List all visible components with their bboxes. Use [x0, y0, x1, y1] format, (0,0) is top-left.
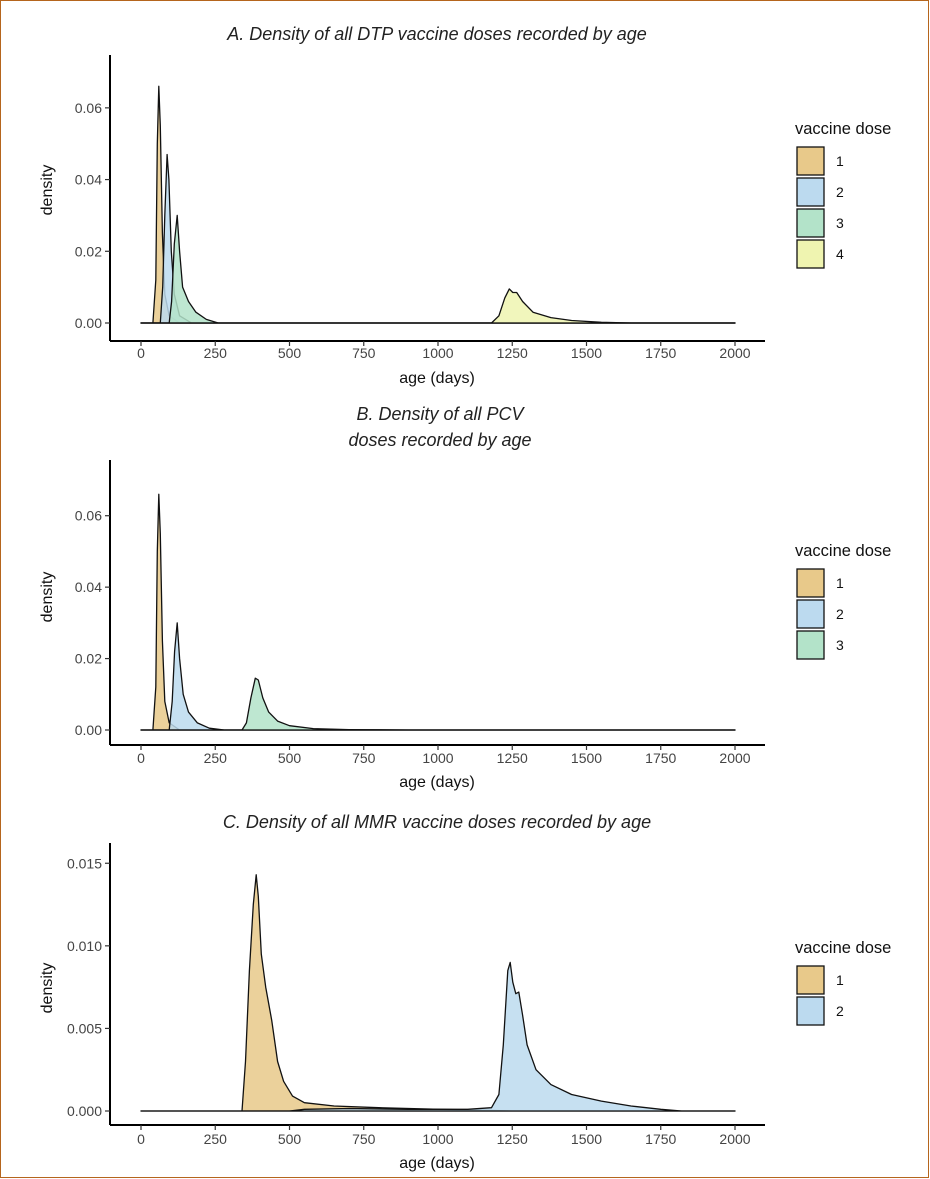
panel-a-y-tick-label: 0.04 — [75, 172, 102, 188]
panel-a-legend-key-3 — [796, 208, 825, 238]
panel-a-legend-title: vaccine dose — [795, 120, 891, 138]
panel-b-axes: 0 250 500 750 1000 1250 1500 1750 2000 0.00 0.02 0.… — [75, 460, 765, 766]
panel-c-x-tick-label: 1000 — [422, 1131, 453, 1147]
panel-a-legend: vaccine dose 1 2 3 4 — [795, 120, 891, 269]
panel-c-x-tick-label: 1250 — [497, 1131, 528, 1147]
panel-c-legend: vaccine dose 1 2 — [795, 939, 891, 1026]
panel-b-y-axis-label: density — [39, 572, 56, 623]
panel-a-x-tick-label: 250 — [204, 345, 228, 361]
panel-b-density-dose-3 — [140, 677, 736, 731]
panel-b-density-dose-2 — [140, 622, 736, 731]
panel-a-x-tick-label: 750 — [352, 345, 376, 361]
panel-b-y-tick-label: 0.00 — [75, 722, 102, 738]
panel-c-title: C. Density of all MMR vaccine doses reco… — [223, 812, 651, 832]
panel-a-legend-key-1 — [796, 146, 825, 176]
panel-a-density-dose-2 — [140, 153, 736, 324]
panel-a-x-tick-label: 2000 — [719, 345, 750, 361]
panel-a-density-dose-3 — [140, 214, 736, 324]
panel-c-y-tick-label: 0.005 — [67, 1020, 102, 1036]
panel-b-title-line-1: B. Density of all PCV — [356, 404, 525, 424]
panel-c-density-dose-1 — [140, 874, 736, 1112]
panel-a: A. Density of all DTP vaccine doses reco… — [39, 24, 891, 387]
panel-a-legend-label-2: 2 — [836, 184, 844, 200]
panel-c-x-tick-label: 1500 — [571, 1131, 602, 1147]
panel-c-y-tick-label: 0.015 — [67, 855, 102, 871]
panel-b-x-tick-label: 500 — [278, 750, 302, 766]
panel-a-density-dose-4 — [140, 288, 736, 324]
panel-c-density-dose-2 — [140, 961, 736, 1112]
panel-b-y-tick-label: 0.06 — [75, 508, 102, 524]
panel-a-x-tick-label: 1750 — [645, 345, 676, 361]
panel-a-legend-key-4 — [796, 239, 825, 269]
panel-a-density-dose-1 — [140, 85, 736, 324]
panel-b-legend-title: vaccine dose — [795, 542, 891, 560]
panel-c-legend-label-1: 1 — [836, 972, 844, 988]
panel-a-y-tick-label: 0.06 — [75, 100, 102, 116]
panel-b-y-tick-label: 0.02 — [75, 651, 102, 667]
panel-b-legend-key-3 — [796, 630, 825, 660]
panel-c: C. Density of all MMR vaccine doses reco… — [39, 812, 891, 1172]
panel-c-legend-label-2: 2 — [836, 1003, 844, 1019]
panel-c-x-tick-label: 500 — [278, 1131, 302, 1147]
panel-a-x-tick-label: 1250 — [497, 345, 528, 361]
panel-b-legend-label-2: 2 — [836, 606, 844, 622]
panel-b-y-tick-label: 0.04 — [75, 579, 102, 595]
panel-c-y-tick-label: 0.000 — [67, 1103, 102, 1119]
panel-b-title-line-2: doses recorded by age — [348, 430, 531, 450]
panel-c-x-tick-label: 250 — [204, 1131, 228, 1147]
panel-c-legend-key-1 — [796, 965, 825, 995]
panel-a-y-tick-label: 0.00 — [75, 315, 102, 331]
panel-c-x-tick-label: 750 — [352, 1131, 376, 1147]
panel-a-x-tick-label: 500 — [278, 345, 302, 361]
panel-a-legend-label-3: 3 — [836, 215, 844, 231]
panel-b-x-tick-label: 1250 — [497, 750, 528, 766]
panel-b-density-areas — [140, 493, 736, 731]
panel-b-legend-key-2 — [796, 599, 825, 629]
panel-a-title: A. Density of all DTP vaccine doses reco… — [226, 24, 647, 44]
panel-b-x-tick-label: 1500 — [571, 750, 602, 766]
panel-b-x-tick-label: 1750 — [645, 750, 676, 766]
panel-b-x-tick-label: 1000 — [422, 750, 453, 766]
panel-a-x-tick-label: 1000 — [422, 345, 453, 361]
panel-a-legend-key-2 — [796, 177, 825, 207]
panel-b-legend-label-3: 3 — [836, 637, 844, 653]
panel-c-x-tick-label: 2000 — [719, 1131, 750, 1147]
panel-a-axes: 0 250 500 750 1000 1250 1500 1750 2000 0.00 0.02 0.… — [75, 55, 765, 361]
panel-c-x-tick-label: 0 — [137, 1131, 145, 1147]
panel-c-density-areas — [140, 874, 736, 1112]
panel-a-y-axis-label: density — [39, 165, 56, 216]
panel-a-density-areas — [140, 85, 736, 324]
panel-b-density-dose-1 — [140, 493, 736, 731]
panel-c-y-axis-label: density — [39, 963, 56, 1014]
panel-c-x-axis-label: age (days) — [399, 1155, 475, 1172]
panel-a-x-tick-label: 1500 — [571, 345, 602, 361]
panel-a-y-tick-label: 0.02 — [75, 243, 102, 259]
panel-b-x-tick-label: 250 — [204, 750, 228, 766]
panel-a-legend-label-1: 1 — [836, 153, 844, 169]
panel-b-legend: vaccine dose 1 2 3 — [795, 542, 891, 660]
panel-a-x-axis-label: age (days) — [399, 370, 475, 387]
panel-b-legend-label-1: 1 — [836, 575, 844, 591]
panel-c-y-tick-label: 0.010 — [67, 938, 102, 954]
panel-c-legend-key-2 — [796, 996, 825, 1026]
panel-b-x-axis-label: age (days) — [399, 774, 475, 791]
panel-c-legend-title: vaccine dose — [795, 939, 891, 957]
panel-b-legend-key-1 — [796, 568, 825, 598]
panel-b-x-tick-label: 2000 — [719, 750, 750, 766]
panel-c-axes: 0 250 500 750 1000 1250 1500 1750 2000 0.000 0.005… — [67, 843, 765, 1147]
panel-b-x-tick-label: 750 — [352, 750, 376, 766]
panel-b-x-tick-label: 0 — [137, 750, 145, 766]
panel-a-legend-label-4: 4 — [836, 246, 844, 262]
panel-c-x-tick-label: 1750 — [645, 1131, 676, 1147]
panel-a-x-tick-label: 0 — [137, 345, 145, 361]
panel-b: B. Density of all PCV doses recorded by … — [39, 404, 891, 791]
